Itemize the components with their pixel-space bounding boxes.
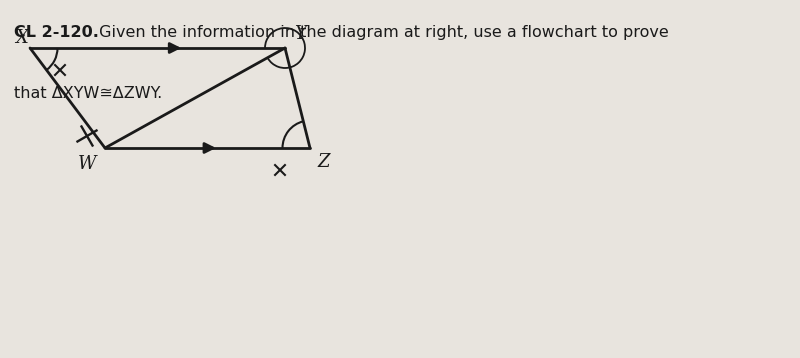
Text: that ΔXYW≅ΔZWY.: that ΔXYW≅ΔZWY. [14, 86, 162, 101]
Text: W: W [78, 155, 96, 173]
Text: Y: Y [294, 25, 306, 43]
Text: CL 2-120.: CL 2-120. [14, 25, 99, 40]
Text: X: X [15, 29, 29, 47]
Text: Z: Z [318, 153, 330, 171]
Text: Given the information in the diagram at right, use a flowchart to prove: Given the information in the diagram at … [94, 25, 669, 40]
